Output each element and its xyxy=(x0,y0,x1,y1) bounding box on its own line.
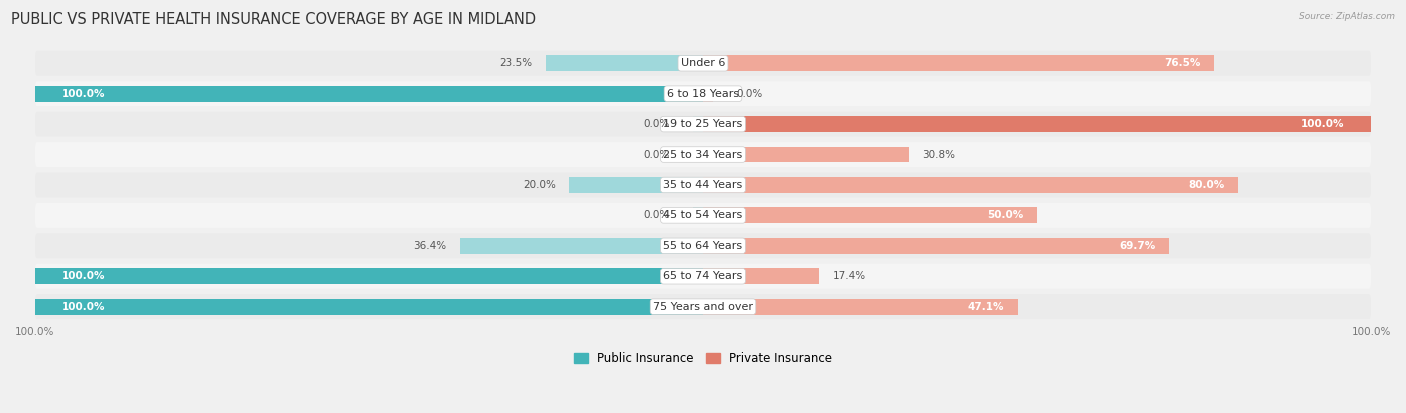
Text: 100.0%: 100.0% xyxy=(62,301,105,312)
Text: 100.0%: 100.0% xyxy=(62,271,105,281)
Bar xyxy=(703,238,1168,254)
Text: 47.1%: 47.1% xyxy=(967,301,1004,312)
FancyBboxPatch shape xyxy=(35,51,1371,76)
FancyBboxPatch shape xyxy=(35,233,1371,258)
Text: 25 to 34 Years: 25 to 34 Years xyxy=(664,150,742,159)
Text: 35 to 44 Years: 35 to 44 Years xyxy=(664,180,742,190)
FancyBboxPatch shape xyxy=(35,203,1371,228)
Text: 19 to 25 Years: 19 to 25 Years xyxy=(664,119,742,129)
FancyBboxPatch shape xyxy=(35,264,1371,289)
Text: 17.4%: 17.4% xyxy=(832,271,866,281)
Bar xyxy=(703,86,713,102)
Text: 69.7%: 69.7% xyxy=(1119,241,1156,251)
Bar xyxy=(703,268,820,284)
Text: 23.5%: 23.5% xyxy=(499,58,533,68)
Text: 0.0%: 0.0% xyxy=(644,119,669,129)
Bar xyxy=(703,116,1371,132)
Text: 75 Years and over: 75 Years and over xyxy=(652,301,754,312)
Text: 30.8%: 30.8% xyxy=(922,150,955,159)
FancyBboxPatch shape xyxy=(35,142,1371,167)
FancyBboxPatch shape xyxy=(35,173,1371,197)
Bar xyxy=(35,268,703,284)
Bar xyxy=(703,177,1237,193)
Text: 45 to 54 Years: 45 to 54 Years xyxy=(664,210,742,221)
Text: Source: ZipAtlas.com: Source: ZipAtlas.com xyxy=(1299,12,1395,21)
Bar xyxy=(35,86,703,102)
Text: 0.0%: 0.0% xyxy=(644,210,669,221)
Bar xyxy=(693,207,703,223)
Text: 80.0%: 80.0% xyxy=(1188,180,1225,190)
Bar xyxy=(703,55,1215,71)
FancyBboxPatch shape xyxy=(35,81,1371,106)
Text: Under 6: Under 6 xyxy=(681,58,725,68)
Text: 0.0%: 0.0% xyxy=(644,150,669,159)
Text: 100.0%: 100.0% xyxy=(1301,119,1344,129)
FancyBboxPatch shape xyxy=(35,294,1371,319)
Text: 100.0%: 100.0% xyxy=(62,89,105,99)
Text: 76.5%: 76.5% xyxy=(1164,58,1201,68)
Text: PUBLIC VS PRIVATE HEALTH INSURANCE COVERAGE BY AGE IN MIDLAND: PUBLIC VS PRIVATE HEALTH INSURANCE COVER… xyxy=(11,12,536,27)
Text: 65 to 74 Years: 65 to 74 Years xyxy=(664,271,742,281)
Legend: Public Insurance, Private Insurance: Public Insurance, Private Insurance xyxy=(574,352,832,365)
Bar xyxy=(35,299,703,315)
FancyBboxPatch shape xyxy=(35,112,1371,137)
Text: 20.0%: 20.0% xyxy=(523,180,555,190)
Bar xyxy=(703,299,1018,315)
Text: 6 to 18 Years: 6 to 18 Years xyxy=(666,89,740,99)
Bar xyxy=(460,238,703,254)
Bar xyxy=(693,116,703,132)
Bar xyxy=(703,207,1038,223)
Text: 50.0%: 50.0% xyxy=(987,210,1024,221)
Text: 0.0%: 0.0% xyxy=(737,89,762,99)
Bar xyxy=(546,55,703,71)
Bar xyxy=(703,147,908,162)
Bar xyxy=(569,177,703,193)
Bar xyxy=(693,147,703,162)
Text: 36.4%: 36.4% xyxy=(413,241,446,251)
Text: 55 to 64 Years: 55 to 64 Years xyxy=(664,241,742,251)
